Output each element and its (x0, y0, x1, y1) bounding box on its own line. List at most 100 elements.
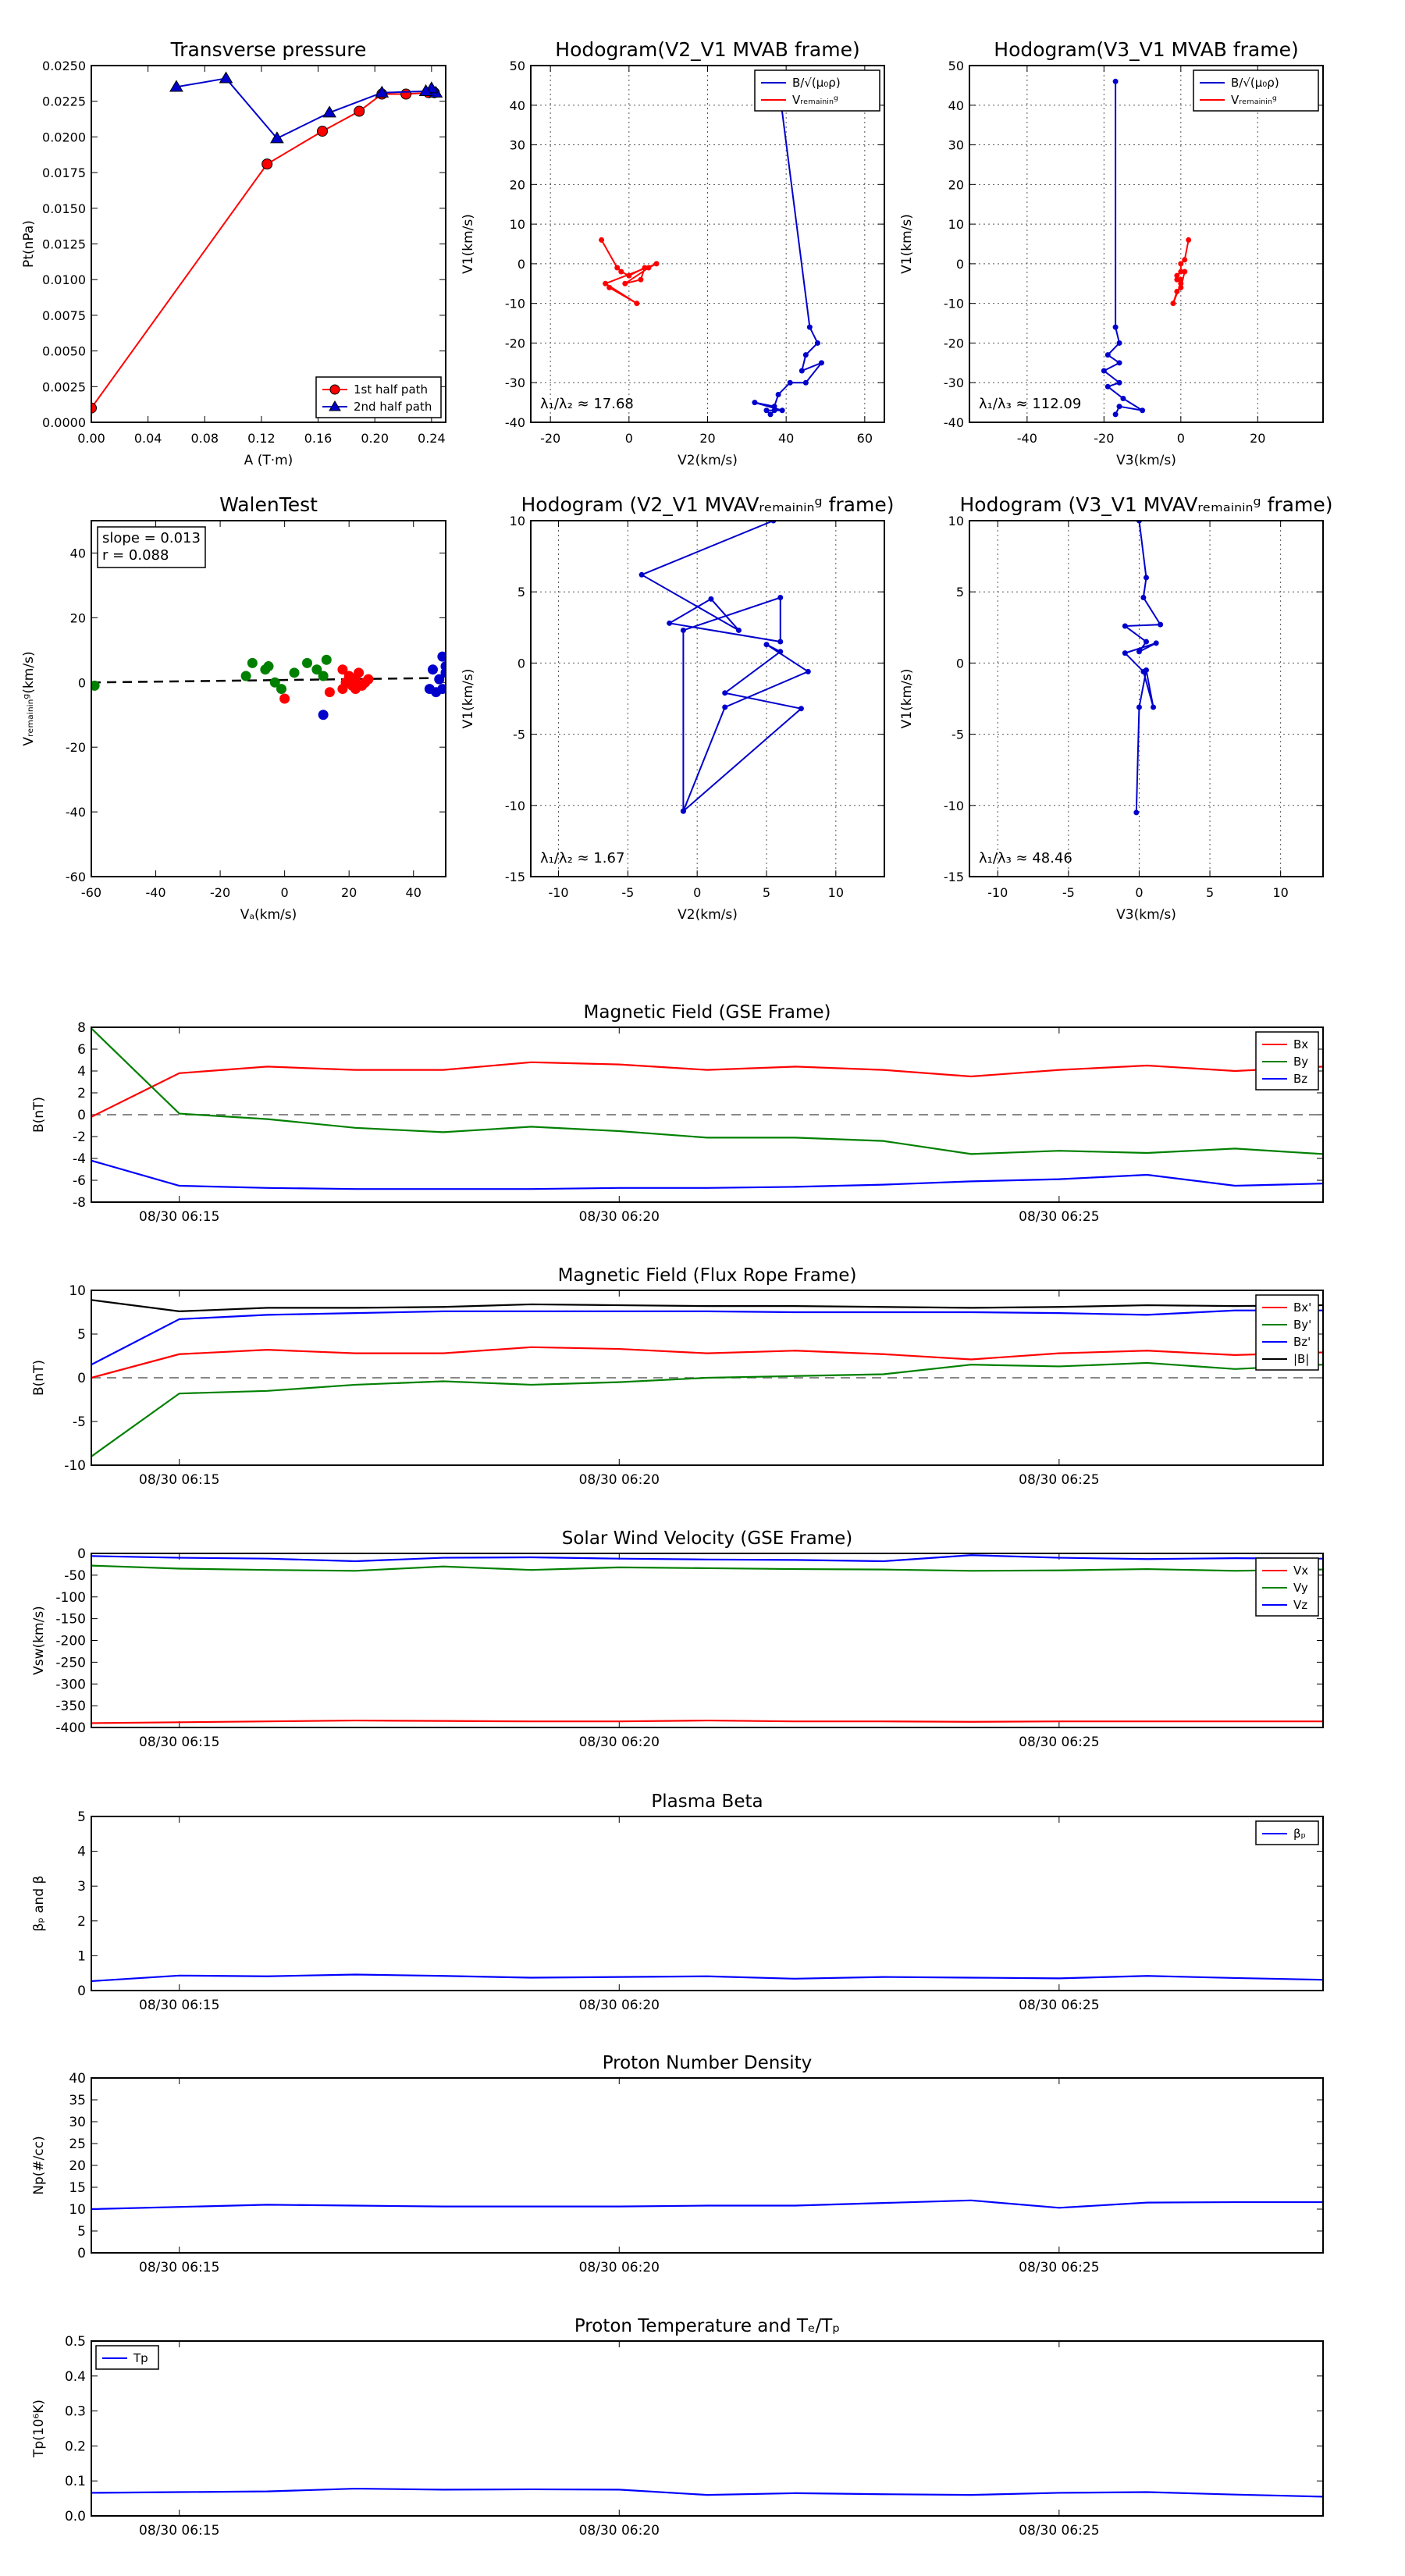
y-tick-label: 20 (69, 2158, 86, 2174)
chart-proton-temperature: Proton Temperature and Tₑ/Tₚ 0.0 0.1 0.2 0.3… (31, 2316, 1324, 2539)
legend-label: B/√(μ₀ρ) (1231, 76, 1279, 90)
series-1-0-point-1 (806, 324, 813, 330)
ratio-annotation: λ₁/λ₃ ≈ 48.46 (979, 850, 1072, 866)
series-3-2-point-2 (427, 664, 438, 675)
series-2-0-point-4 (1116, 360, 1122, 366)
x-tick-label: 0.08 (190, 431, 219, 446)
series-2-1-point-4 (1174, 272, 1180, 279)
y-tick-label: 0.3 (65, 2404, 86, 2420)
x-tick-label: 40 (778, 431, 794, 446)
x-tick-label: 08/30 06:20 (579, 2260, 660, 2275)
plot-frame (530, 520, 885, 877)
series-6-2-line (91, 1159, 1323, 1190)
x-tick-label: 20 (1250, 431, 1265, 446)
y-axis-label: βₚ and β (31, 1876, 47, 1932)
x-tick-label: 08/30 06:15 (139, 1735, 219, 1750)
series-9-0 (91, 1973, 1323, 1983)
y-tick-label: 35 (69, 2093, 86, 2108)
series-1-1-point-8 (653, 261, 660, 267)
series-1-1-point-11 (606, 284, 613, 290)
y-tick-label: 0.0025 (42, 379, 86, 394)
y-tick-label: -20 (944, 336, 964, 350)
series-0-0-point-0 (91, 402, 97, 414)
series-2-1-point-6 (1178, 276, 1184, 283)
series-4-0-point-9 (798, 706, 804, 712)
y-tick-label: -30 (505, 375, 525, 390)
chart-hodogram-v2-v1-mvab: Hodogram(V2_V1 MVAB frame) -40 -30 -20 -10 0 1… (461, 38, 885, 468)
plot-frame (530, 65, 885, 423)
x-tick-label: -10 (987, 885, 1008, 900)
y-tick-label: 0.5 (65, 2334, 86, 2350)
chart-transverse-pressure: Transverse pressure 0.0000 0.0025 0.0050 0.0… (21, 38, 446, 468)
series-5-0-point-7 (1153, 640, 1159, 646)
x-tick-label: 0.24 (418, 431, 446, 446)
x-tick-label: 0.00 (77, 431, 105, 446)
series-1-0-point-7 (787, 379, 793, 386)
series-3-0-point-6 (289, 667, 300, 678)
series-3-1 (279, 664, 374, 704)
series-5-0-point-10 (1151, 704, 1157, 710)
y-tick-label: 0.0000 (42, 415, 86, 430)
legend: Vx Vy Vz (1255, 1557, 1319, 1617)
series-4-0-line (639, 521, 810, 813)
chart-title: Proton Temperature and Tₑ/Tₚ (574, 2316, 840, 2336)
series-7-0 (91, 1346, 1323, 1379)
y-tick-label: -15 (505, 870, 525, 884)
x-tick-label: 08/30 06:25 (1019, 2260, 1099, 2275)
y-tick-label: 10 (948, 514, 964, 528)
legend-marker (329, 400, 341, 411)
legend-label: Bz' (1293, 1335, 1311, 1349)
chart-title: Magnetic Field (Flux Rope Frame) (558, 1265, 857, 1286)
y-tick-label: 0 (518, 656, 525, 671)
ratio-annotation: λ₁/λ₂ ≈ 17.68 (540, 396, 634, 412)
legend: Bx' By' Bz' |B| (1255, 1294, 1319, 1371)
y-tick-label: -40 (944, 415, 964, 430)
series-6-1-line (91, 1027, 1323, 1155)
legend-label: Vᵣₑₘₐᵢₙᵢₙᵍ (792, 93, 838, 107)
series-0-0-point-2 (317, 126, 329, 137)
plot-frame (91, 1553, 1324, 1728)
legend-label: |B| (1293, 1352, 1309, 1366)
y-tick-label: 0.0050 (42, 344, 86, 359)
series-1-1-point-1 (614, 265, 621, 271)
series-8-1 (91, 1564, 1323, 1572)
y-tick-label: 4 (77, 1845, 86, 1860)
x-tick-label: -5 (621, 885, 634, 900)
series-6-0-line (91, 1061, 1323, 1118)
y-tick-label: 50 (948, 59, 964, 73)
y-tick-label: -5 (513, 728, 525, 742)
y-tick-label: -15 (944, 870, 964, 884)
y-tick-label: 0.0200 (42, 130, 86, 144)
x-tick-label: 0.12 (247, 431, 276, 446)
series-0-0 (91, 87, 440, 414)
legend-label: By (1293, 1055, 1308, 1069)
series-8-0-line (91, 1719, 1323, 1724)
series-2-1-point-5 (1174, 276, 1180, 283)
x-tick-label: 08/30 06:15 (139, 2260, 219, 2275)
y-tick-label: -150 (55, 1612, 86, 1628)
chart-title: Hodogram (V3_V1 MVAVᵣₑₘₐᵢₙᵢₙᵍ frame) (959, 493, 1332, 516)
x-tick-label: -20 (1094, 431, 1114, 446)
series-3-0-point-8 (311, 664, 322, 675)
chart-walen-test: WalenTest -60 -40 -20 0 20 40 -60 -40 -20 0 20 40 Vₐ(… (21, 493, 446, 923)
x-tick-label: -5 (1062, 885, 1075, 900)
series-4-0-point-15 (680, 808, 686, 814)
y-tick-label: 25 (69, 2137, 86, 2152)
legend: 1st half path 2nd half path (315, 376, 442, 418)
series-1-1-point-9 (603, 280, 609, 286)
x-tick-label: 60 (857, 431, 873, 446)
y-tick-label: -40 (505, 415, 525, 430)
series-1-1-point-0 (599, 237, 605, 243)
series-1-0-point-8 (775, 391, 781, 397)
x-tick-label: 0 (1135, 885, 1143, 900)
plot-frame (91, 1026, 1324, 1203)
series-2-1-point-1 (1182, 257, 1188, 263)
series-1-1-point-6 (622, 280, 628, 286)
y-tick-label: 30 (948, 138, 964, 153)
x-tick-label: 0 (625, 431, 633, 446)
x-tick-label: 5 (1206, 885, 1214, 900)
y-axis-label: V1(km/s) (461, 669, 476, 729)
legend-box (754, 69, 880, 112)
series-1-1-point-2 (618, 269, 624, 275)
y-tick-label: 5 (956, 585, 964, 600)
